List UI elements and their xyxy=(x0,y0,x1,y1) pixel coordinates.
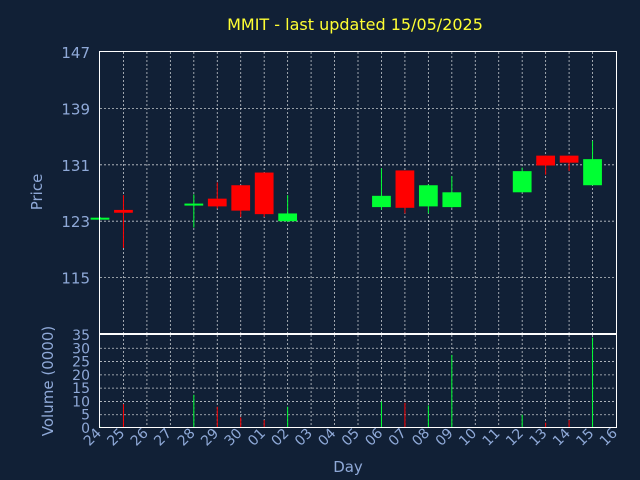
volume-tick-label: 30 xyxy=(72,341,90,357)
candle-body xyxy=(512,171,532,193)
candle-body xyxy=(278,213,298,222)
volume-tick-label: 20 xyxy=(72,368,90,384)
candle-body xyxy=(536,155,556,166)
price-y-ticks: 115 123 131 139 147 xyxy=(61,44,90,288)
x-tick-label: 13 xyxy=(527,426,551,450)
candle-body xyxy=(254,172,274,215)
x-tick-label: 09 xyxy=(433,426,457,450)
volume-axis-label: Volume (0000) xyxy=(39,326,57,436)
x-axis-label: Day xyxy=(333,458,363,476)
x-tick-label: 11 xyxy=(480,426,504,450)
x-tick-label: 05 xyxy=(339,426,363,450)
x-tick-label: 14 xyxy=(550,425,574,449)
candle-body xyxy=(372,195,391,208)
price-tick-label: 139 xyxy=(61,100,90,118)
x-tick-label: 12 xyxy=(503,426,527,450)
price-axis-label: Price xyxy=(28,174,46,211)
volume-bars xyxy=(99,337,594,428)
x-ticks: 24 25 26 27 28 29 30 01 02 03 04 05 06 07 08 09 10 11 12 13… xyxy=(81,425,621,449)
volume-grid xyxy=(100,335,616,428)
x-tick-label: 06 xyxy=(362,425,386,449)
candle-body xyxy=(559,155,579,163)
candle-body xyxy=(583,159,602,186)
x-tick-label: 04 xyxy=(315,425,339,449)
volume-tick-label: 15 xyxy=(72,381,90,397)
x-tick-label: 10 xyxy=(456,426,480,450)
x-tick-label: 26 xyxy=(128,425,152,449)
volume-tick-label: 0 xyxy=(81,421,90,437)
candle-body xyxy=(418,185,438,207)
x-tick-label: 03 xyxy=(292,426,316,450)
volume-tick-label: 5 xyxy=(81,408,90,424)
volume-tick-label: 25 xyxy=(72,355,90,371)
price-tick-label: 147 xyxy=(61,44,90,62)
x-tick-label: 16 xyxy=(597,425,621,449)
volume-tick-label: 10 xyxy=(72,394,90,410)
candle-body xyxy=(114,209,133,213)
x-tick-label: 01 xyxy=(245,426,269,450)
candle-body xyxy=(231,185,251,211)
volume-panel-frame xyxy=(99,334,617,428)
price-tick-label: 123 xyxy=(61,213,90,231)
chart-title: MMIT - last updated 15/05/2025 xyxy=(227,15,483,34)
candle-body xyxy=(395,170,415,208)
price-panel-frame xyxy=(99,51,617,334)
x-tick-label: 30 xyxy=(222,426,246,450)
candle-body xyxy=(442,192,462,208)
volume-tick-label: 35 xyxy=(72,328,90,344)
x-tick-label: 08 xyxy=(409,426,433,450)
price-tick-label: 115 xyxy=(61,270,90,288)
price-grid xyxy=(100,52,616,334)
price-tick-label: 131 xyxy=(61,157,90,175)
candles xyxy=(90,140,602,248)
x-tick-label: 02 xyxy=(269,426,293,450)
x-tick-label: 29 xyxy=(198,426,222,450)
x-tick-label: 27 xyxy=(151,426,175,450)
x-tick-label: 15 xyxy=(573,426,597,450)
x-tick-label: 07 xyxy=(386,426,410,450)
x-tick-label: 28 xyxy=(175,426,199,450)
candle-body xyxy=(207,198,227,207)
candle-body xyxy=(184,203,204,206)
x-tick-label: 25 xyxy=(104,426,128,450)
